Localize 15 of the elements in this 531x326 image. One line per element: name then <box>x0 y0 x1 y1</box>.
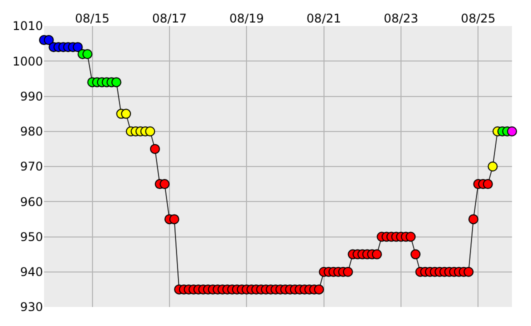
x-tick-label: 08/21 <box>306 12 342 26</box>
y-tick-label: 960 <box>20 194 43 209</box>
y-tick-label: 970 <box>20 160 43 174</box>
x-tick-label: 08/25 <box>460 12 496 26</box>
x-tick-label: 08/15 <box>74 12 110 26</box>
y-tick-label: 1010 <box>12 19 43 34</box>
y-tick-label: 940 <box>20 265 43 280</box>
y-tick-label: 990 <box>20 89 43 104</box>
x-tick-label: 08/23 <box>384 12 418 26</box>
y-tick-label: 950 <box>20 230 43 244</box>
y-tick-label: 930 <box>20 300 43 314</box>
x-tick-label: 08/19 <box>229 12 264 26</box>
x-tick-label: 08/17 <box>152 12 187 26</box>
y-tick-label: 1000 <box>12 54 43 68</box>
y-tick-label: 980 <box>20 124 43 139</box>
